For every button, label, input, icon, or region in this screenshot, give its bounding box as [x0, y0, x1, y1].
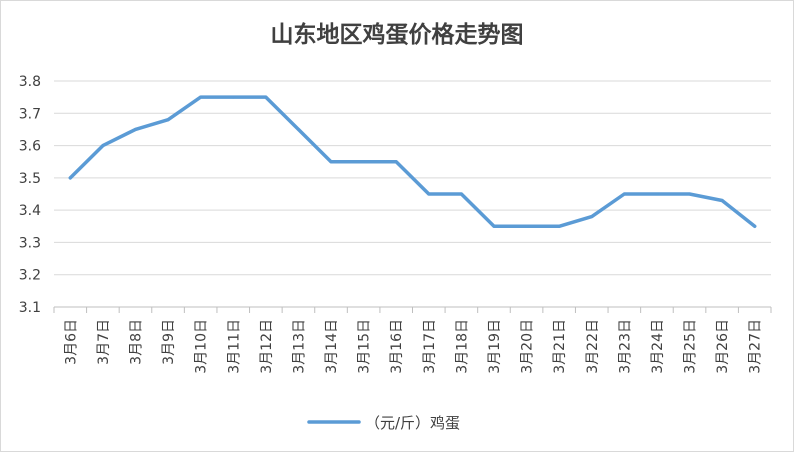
data-point [590, 215, 594, 219]
y-tick-label: 3.7 [19, 106, 41, 122]
data-point [557, 224, 561, 228]
x-tick-label: 3月22日 [585, 319, 601, 374]
y-tick-label: 3.4 [19, 203, 41, 219]
data-point [133, 127, 137, 131]
chart-title: 山东地区鸡蛋价格走势图 [270, 22, 524, 48]
x-tick-label: 3月24日 [650, 319, 666, 374]
y-tick-label: 3.1 [19, 300, 41, 316]
data-point [427, 192, 431, 196]
x-tick-label: 3月15日 [357, 319, 373, 374]
x-tick-label: 3月9日 [161, 319, 177, 365]
y-tick-label: 3.2 [19, 268, 41, 284]
x-tick-label: 3月19日 [487, 319, 503, 374]
data-point [166, 118, 170, 122]
x-tick-label: 3月17日 [422, 319, 438, 374]
data-point [525, 224, 529, 228]
legend-label: （元/斤）鸡蛋 [365, 414, 460, 432]
data-point [199, 95, 203, 99]
x-tick-label: 3月18日 [454, 319, 470, 374]
grid-lines [54, 80, 771, 276]
x-tick-label: 3月12日 [259, 319, 275, 374]
x-tick-label: 3月25日 [683, 319, 699, 374]
data-point [688, 192, 692, 196]
x-tick-label: 3月7日 [96, 319, 112, 365]
x-tick-label: 3月16日 [389, 319, 405, 374]
y-tick-label: 3.5 [19, 171, 41, 187]
data-point [101, 144, 105, 148]
x-tick-label: 3月23日 [617, 319, 633, 374]
data-point [296, 127, 300, 131]
data-point [622, 192, 626, 196]
data-point [655, 192, 659, 196]
x-tick-label: 3月20日 [520, 319, 536, 374]
data-point [68, 176, 72, 180]
data-point [492, 224, 496, 228]
data-point [231, 95, 235, 99]
x-axis-labels: 3月6日 3月7日 3月8日 3月9日 3月10日 3月11日 3月12日 3月13日 3月14… [63, 319, 763, 374]
x-tick-label: 3月11日 [226, 319, 242, 374]
y-tick-label: 3.6 [19, 139, 41, 155]
x-tick-label: 3月8日 [128, 319, 144, 365]
x-tick-label: 3月13日 [291, 319, 307, 374]
series-line [68, 95, 757, 229]
data-point [394, 160, 398, 164]
x-tick-label: 3月21日 [552, 319, 568, 374]
x-tick-label: 3月10日 [194, 319, 210, 374]
data-point [459, 192, 463, 196]
data-point [329, 160, 333, 164]
data-point [264, 95, 268, 99]
x-axis [53, 306, 772, 313]
x-tick-label: 3月26日 [715, 319, 731, 374]
series-layer [68, 95, 757, 229]
x-tick-label: 3月6日 [63, 319, 79, 365]
data-point [720, 198, 724, 202]
x-tick-label: 3月27日 [748, 319, 764, 374]
data-point [753, 224, 757, 228]
y-tick-label: 3.8 [19, 74, 41, 90]
x-tick-label: 3月14日 [324, 319, 340, 374]
y-tick-label: 3.3 [19, 235, 41, 251]
legend: （元/斤）鸡蛋 [307, 414, 460, 432]
y-axis-ticks: 3.1 3.2 3.3 3.4 3.5 3.6 3.7 3.8 [19, 74, 41, 316]
data-point [362, 160, 366, 164]
